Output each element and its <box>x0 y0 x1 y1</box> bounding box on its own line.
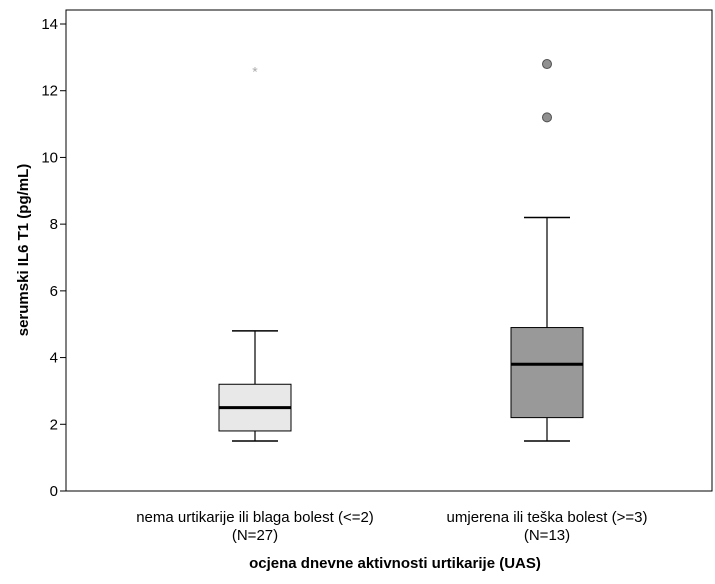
extreme-point: * <box>252 64 258 80</box>
y-tick-label: 2 <box>50 416 58 433</box>
outlier-point <box>542 112 552 123</box>
box-group <box>510 59 584 442</box>
iqr-box <box>510 327 584 419</box>
y-tick-label: 12 <box>41 83 58 100</box>
y-tick-label: 0 <box>50 483 58 500</box>
plot-area <box>65 9 713 492</box>
outlier-point <box>542 59 552 70</box>
y-tick-label: 14 <box>41 16 58 33</box>
y-tick-label: 8 <box>50 216 58 233</box>
y-tick-label: 6 <box>50 283 58 300</box>
x-category-count: (N=13) <box>524 527 570 544</box>
y-tick-label: 4 <box>50 350 58 367</box>
y-axis-title: serumski IL6 T1 (pg/mL) <box>15 164 32 337</box>
y-tick-label: 10 <box>41 149 58 166</box>
x-category-labels: nema urtikarije ili blaga bolest (<=2)(N… <box>136 509 647 544</box>
x-category-label: umjerena ili teška bolest (>=3) <box>447 509 648 526</box>
x-axis-title: ocjena dnevne aktivnosti urtikarije (UAS… <box>249 555 541 572</box>
box-group: * <box>218 64 292 442</box>
y-axis: 0 2 4 6 8 10 12 14 <box>41 16 66 500</box>
x-category-label: nema urtikarije ili blaga bolest (<=2) <box>136 509 374 526</box>
x-category-count: (N=27) <box>232 527 278 544</box>
boxes: * <box>218 59 584 442</box>
